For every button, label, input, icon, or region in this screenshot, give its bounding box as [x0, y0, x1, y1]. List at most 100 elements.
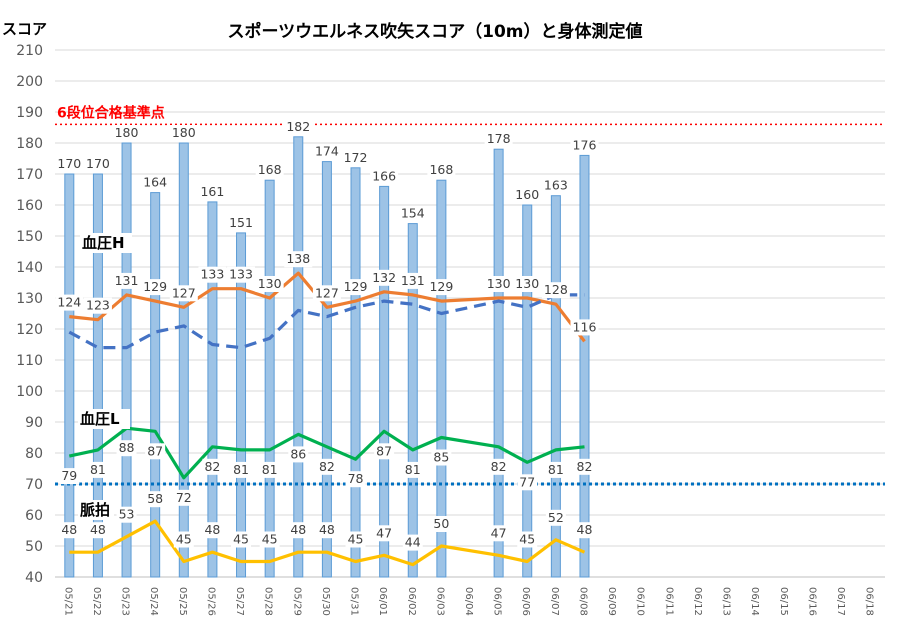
data-label-bg: [484, 131, 513, 148]
score-bar: [436, 179, 447, 578]
y-tick-label: 200: [16, 74, 43, 90]
reference-line-label: 6段位合格基準点: [57, 104, 165, 121]
score-bar: [264, 179, 275, 578]
data-label: 47: [491, 525, 507, 540]
data-label-bg: [488, 525, 509, 542]
data-label: 174: [315, 144, 339, 159]
data-label-bg: [198, 183, 227, 200]
data-label-bg: [169, 125, 198, 141]
data-label-bg: [545, 509, 566, 526]
data-label: 129: [429, 279, 453, 294]
x-tick-label: 05/26: [205, 587, 216, 616]
y-tick-label: 70: [25, 477, 43, 493]
data-label-bg: [374, 443, 395, 460]
x-tick-label: 05/29: [291, 587, 302, 616]
data-label-bg: [198, 266, 227, 283]
data-label-bg: [341, 149, 370, 166]
x-tick-label: 05/21: [62, 587, 73, 616]
x-tick-label: 05/25: [177, 587, 188, 616]
data-label: 81: [262, 462, 278, 477]
data-label-bg: [259, 461, 280, 478]
x-tick-label: 06/09: [606, 587, 617, 616]
data-label-bg: [259, 531, 280, 548]
data-label: 45: [262, 532, 278, 547]
series-line: [69, 271, 586, 343]
score-bar: [236, 232, 247, 578]
data-label-bg: [255, 162, 284, 179]
data-label: 48: [577, 522, 593, 537]
data-label-bg: [513, 187, 542, 203]
data-label-bg: [116, 440, 137, 457]
data-label-bg: [173, 531, 194, 548]
data-label: 170: [57, 156, 81, 171]
x-tick-label: 06/11: [663, 587, 674, 616]
series-label: 脈拍: [80, 501, 110, 519]
data-label: 82: [577, 459, 593, 474]
data-label-bg: [517, 531, 538, 548]
y-tick-label: 60: [25, 508, 43, 524]
data-label: 52: [548, 510, 564, 525]
data-label-bg: [87, 522, 108, 539]
data-label: 131: [115, 273, 139, 288]
data-label-bg: [141, 174, 170, 191]
data-label-bg: [55, 156, 84, 172]
data-label: 44: [405, 535, 421, 550]
trend-line: [68, 293, 585, 350]
score-bar: [379, 185, 390, 578]
data-label: 48: [204, 522, 220, 537]
gridlines: [55, 49, 885, 578]
score-bar: [579, 154, 590, 578]
x-tick-label: 05/28: [263, 587, 274, 616]
data-label-bg: [484, 276, 513, 292]
data-label: 48: [290, 522, 306, 537]
series-label: 血圧H: [82, 234, 125, 252]
data-label: 48: [319, 522, 335, 537]
score-bar: [493, 148, 504, 578]
score-bar: [522, 204, 533, 578]
data-label: 130: [515, 276, 539, 291]
data-label: 127: [315, 285, 339, 300]
x-tick-label: 05/31: [349, 587, 360, 616]
data-label: 172: [344, 150, 368, 165]
data-label-bg: [312, 143, 341, 160]
x-tick-label: 06/18: [864, 587, 875, 616]
y-tick-label: 160: [16, 198, 43, 214]
series-label-bg: [78, 409, 130, 429]
data-label: 50: [433, 516, 449, 531]
data-label-bg: [83, 297, 112, 314]
data-label: 48: [90, 522, 106, 537]
series-line: [69, 519, 586, 567]
data-label-bg: [513, 276, 542, 292]
x-tick-label: 06/06: [520, 587, 531, 616]
series-label-bg: [80, 233, 132, 253]
data-label-bg: [370, 269, 399, 286]
series-label: 血圧L: [80, 410, 120, 428]
data-label: 130: [487, 276, 511, 291]
data-label-bg: [398, 205, 427, 222]
data-label-bg: [288, 522, 309, 539]
x-tick-label: 06/05: [492, 587, 503, 616]
data-label: 79: [61, 468, 77, 483]
data-label-bg: [431, 449, 452, 466]
x-tick-label: 06/02: [406, 587, 417, 616]
x-tick-label: 05/22: [91, 587, 102, 616]
y-axis-label: スコア: [2, 20, 47, 38]
data-label: 151: [229, 215, 253, 230]
reference-lines: 6段位合格基準点: [55, 104, 885, 486]
x-tick-label: 06/04: [463, 587, 474, 616]
data-label-bg: [112, 125, 141, 141]
data-label-bg: [284, 251, 313, 268]
data-label: 45: [348, 532, 364, 547]
series-line: [68, 426, 585, 480]
data-label: 154: [401, 206, 425, 221]
data-label-bg: [345, 531, 366, 548]
data-label: 180: [115, 125, 139, 140]
data-label: 81: [233, 462, 249, 477]
data-label: 128: [544, 282, 568, 297]
data-label-bg: [541, 282, 570, 299]
data-label: 129: [344, 279, 368, 294]
score-bar: [178, 142, 189, 578]
x-tick-label: 06/14: [749, 587, 760, 616]
data-label: 45: [233, 532, 249, 547]
data-label-bg: [284, 118, 313, 135]
